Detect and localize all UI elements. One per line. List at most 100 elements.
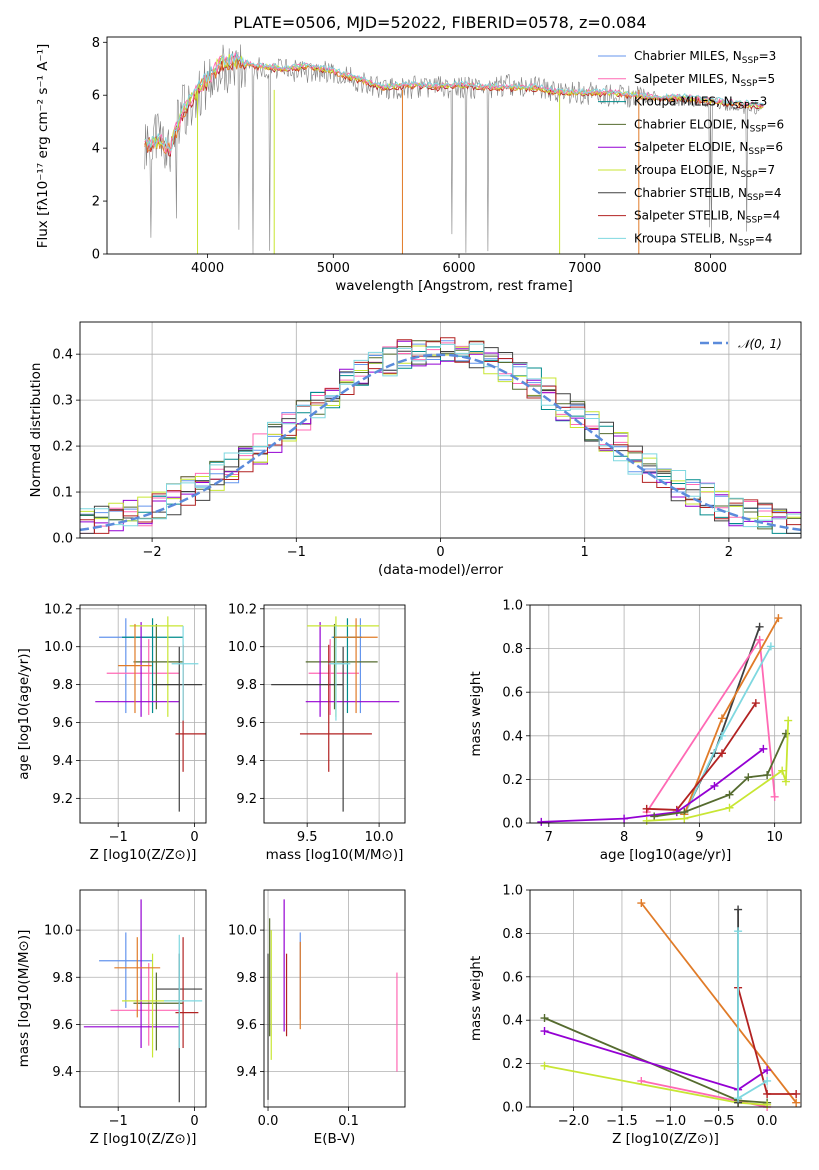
- legend-label: Kroupa ELODIE, NSSP=7: [634, 163, 775, 180]
- mass-weight-marker: [680, 814, 689, 823]
- x-tick-label: 9: [695, 830, 703, 845]
- figure-title: PLATE=0506, MJD=52022, FIBERID=0578, z=0…: [233, 13, 646, 32]
- y-tick-label: 9.6: [236, 716, 257, 731]
- mass-weight-marker: [540, 1027, 549, 1036]
- y-tick-label: 9.4: [236, 1065, 257, 1080]
- x-tick-label: −0.5: [703, 1114, 735, 1129]
- residual-histogram-step: [80, 340, 801, 532]
- y-tick-label: 0.2: [52, 440, 73, 455]
- axes-frame: [529, 604, 802, 824]
- legend-label: Chabrier MILES, NSSP=3: [634, 49, 776, 66]
- y-tick-label: 9.2: [52, 792, 73, 807]
- x-tick-label: 9.5: [297, 830, 318, 845]
- axes-frame: [263, 604, 406, 824]
- mass-weight-marker: [755, 622, 764, 631]
- y-tick-label: 0.6: [502, 686, 523, 701]
- mass-weight-marker: [710, 781, 719, 790]
- axes-frame: [79, 604, 207, 824]
- y-tick-label: 8: [92, 36, 100, 51]
- mass-weight-marker: [537, 817, 546, 826]
- x-tick-label: 4000: [191, 261, 224, 276]
- mass-weight-marker: [766, 642, 775, 651]
- mass-weight-marker: [650, 812, 659, 821]
- y-tick-label: 9.6: [52, 1018, 73, 1033]
- x-axis-label: age [log10(age/yr)]: [600, 847, 732, 863]
- y-axis-label: age [log10(age/yr)]: [16, 648, 32, 780]
- x-tick-label: 0.0: [757, 1114, 778, 1129]
- y-tick-label: 0.8: [502, 642, 523, 657]
- y-tick-label: 0.4: [502, 729, 523, 744]
- mass-weight-marker: [540, 1061, 549, 1070]
- y-tick-label: 10.2: [44, 602, 73, 617]
- legend-label: Salpeter MILES, NSSP=5: [634, 72, 775, 89]
- x-tick-label: −1.0: [655, 1114, 687, 1129]
- mass-weight-line: [646, 720, 790, 822]
- mass-weight-marker: [763, 1089, 772, 1098]
- legend-label: Kroupa MILES, NSSP=3: [634, 95, 767, 112]
- y-tick-label: 1.0: [502, 884, 523, 899]
- mass-weight-line: [683, 645, 772, 815]
- y-tick-label: 0.8: [502, 927, 523, 942]
- y-tick-label: 6: [92, 89, 100, 104]
- age-vs-mass-panel: 9.5 10.0 9.2 9.4 9.6 9.8 10.0 10.2 mass [log10(M…: [228, 602, 406, 863]
- mass-weight-marker: [763, 1066, 772, 1075]
- x-tick-label: −1: [287, 545, 306, 560]
- mass-weight-marker: [759, 744, 768, 753]
- mass-weight-marker: [763, 1100, 772, 1109]
- mass-weight-marker: [781, 777, 790, 786]
- axes-frame: [79, 889, 207, 1108]
- y-axis-label: Normed distribution: [28, 363, 44, 498]
- x-tick-label: 1: [581, 545, 589, 560]
- mass-weight-marker: [734, 905, 743, 914]
- legend-label: Chabrier STELIB, NSSP=4: [634, 186, 782, 203]
- mass-weight-marker: [751, 699, 760, 708]
- y-tick-label: 0.0: [52, 532, 73, 547]
- y-tick-label: 10.0: [228, 924, 257, 939]
- mass-weight-marker: [717, 749, 726, 758]
- x-tick-label: 5000: [317, 261, 350, 276]
- x-axis-label: (data-model)/error: [378, 562, 504, 578]
- mass-weight-marker: [734, 1094, 743, 1103]
- massweight-vs-metallicity-panel: −2.0 −1.5 −1.0 −0.5 0.0 0.0 0.2 0.4 0.6 0.8 1.0 Z […: [468, 884, 802, 1147]
- x-axis-label: E(B-V): [314, 1131, 356, 1147]
- mass-weight-marker: [784, 716, 793, 725]
- axes-frame: [263, 889, 406, 1108]
- y-tick-label: 0.4: [502, 1014, 523, 1029]
- legend-label: Salpeter ELODIE, NSSP=6: [634, 140, 783, 157]
- mass-weight-marker: [725, 790, 734, 799]
- x-tick-label: −2.0: [558, 1114, 590, 1129]
- mass-weight-marker: [734, 927, 743, 936]
- mass-weight-marker: [540, 1014, 549, 1023]
- x-tick-label: 0: [190, 1114, 198, 1129]
- y-tick-label: 0.2: [502, 1057, 523, 1072]
- mass-weight-marker: [637, 899, 646, 908]
- y-tick-label: 0.6: [502, 970, 523, 985]
- mass-weight-marker: [778, 766, 787, 775]
- x-tick-label: 6000: [442, 261, 475, 276]
- age-vs-metallicity-panel: −1 0 9.2 9.4 9.6 9.8 10.0 10.2 Z [log10(Z/Z⊙)] ag…: [16, 602, 207, 863]
- x-tick-label: 10: [766, 830, 783, 845]
- mass-weight-marker: [717, 714, 726, 723]
- x-tick-label: 7000: [568, 261, 601, 276]
- x-axis-label: wavelength [Angstrom, rest frame]: [335, 278, 573, 294]
- legend-label: Kroupa STELIB, NSSP=4: [634, 231, 772, 248]
- y-axis-label: mass weight: [468, 956, 484, 1041]
- spectrum-panel: 4000 5000 6000 7000 8000 0 2 4 6 8 Chabrier MILES,…: [35, 36, 802, 294]
- y-axis-label: Flux [fλ10⁻¹⁷ erg cm⁻² s⁻¹ A⁻¹]: [35, 44, 51, 249]
- y-tick-label: 10.0: [44, 640, 73, 655]
- massweight-vs-age-panel: 7 8 9 10 0.0 0.2 0.4 0.6 0.8 1.0 age [log10(age/yr…: [468, 599, 802, 863]
- y-tick-label: 10.2: [228, 602, 257, 617]
- residual-histogram-panel: −2 −1 0 1 2 0.0 0.1 0.2 0.3 0.4 𝒩(0, 1) (data-model…: [28, 321, 802, 578]
- x-tick-label: 0: [436, 545, 444, 560]
- legend-label: Chabrier ELODIE, NSSP=6: [634, 117, 784, 134]
- x-axis-label: Z [log10(Z/Z⊙)]: [90, 1131, 197, 1147]
- y-tick-label: 9.4: [52, 754, 73, 769]
- mass-weight-marker: [717, 731, 726, 740]
- mass-weight-marker: [642, 804, 651, 813]
- y-tick-label: 2: [92, 195, 100, 210]
- mass-weight-line: [654, 733, 787, 818]
- gaussian-reference-line: [79, 353, 802, 532]
- mass-weight-marker: [744, 773, 753, 782]
- x-tick-label: 2: [725, 545, 733, 560]
- x-tick-label: −1: [109, 830, 128, 845]
